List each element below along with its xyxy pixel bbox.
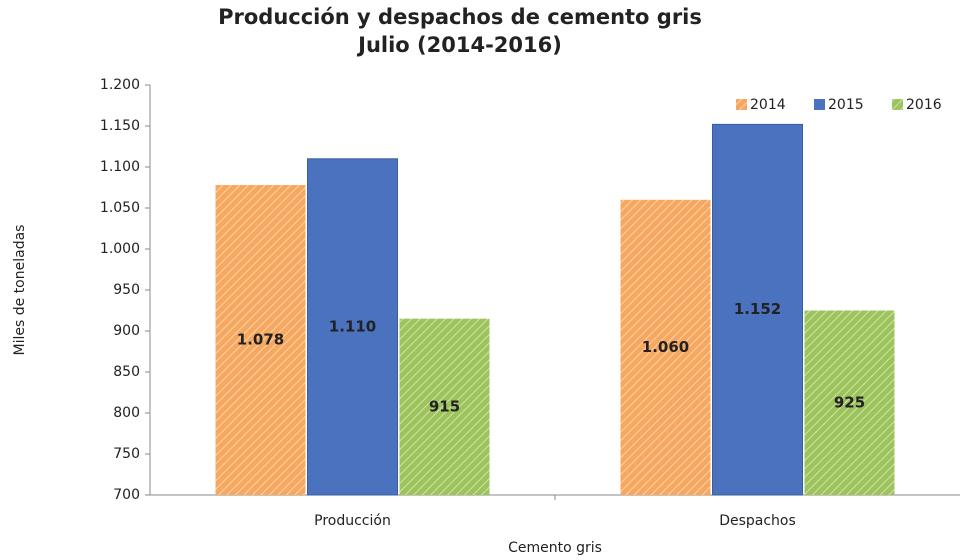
y-tick-label: 1.100 — [100, 159, 140, 175]
y-tick-label: 700 — [113, 487, 140, 503]
y-tick-label: 900 — [113, 323, 140, 339]
legend-swatch — [736, 99, 747, 110]
chart-subtitle: Julio (2014-2016) — [356, 33, 562, 57]
bar — [620, 199, 711, 496]
value-label: 1.060 — [642, 338, 689, 356]
value-label: 915 — [429, 397, 460, 415]
y-tick-label: 1.000 — [100, 241, 140, 257]
value-label: 925 — [834, 393, 865, 411]
bar — [399, 318, 490, 495]
bar — [215, 185, 306, 496]
legend-swatch — [892, 99, 903, 110]
legend-label: 2016 — [906, 97, 942, 113]
y-axis-label: Miles de toneladas — [12, 225, 28, 356]
chart-title: Producción y despachos de cemento gris — [218, 5, 702, 29]
y-tick-label: 1.150 — [100, 118, 140, 134]
x-axis-label: Cemento gris — [508, 540, 602, 556]
value-label: 1.110 — [329, 317, 376, 335]
y-tick-label: 1.200 — [100, 77, 140, 93]
bar — [712, 123, 803, 496]
y-tick-label: 850 — [113, 364, 140, 380]
y-tick-label: 800 — [113, 405, 140, 421]
y-tick-label: 750 — [113, 446, 140, 462]
bar — [804, 310, 895, 495]
bar — [307, 158, 398, 496]
value-label: 1.078 — [237, 331, 284, 349]
x-tick-label: Producción — [314, 513, 391, 529]
value-label: 1.152 — [734, 300, 781, 318]
legend-label: 2014 — [750, 97, 786, 113]
legend-swatch — [814, 99, 825, 110]
x-tick-label: Despachos — [719, 513, 796, 529]
y-tick-label: 1.050 — [100, 200, 140, 216]
y-tick-label: 950 — [113, 282, 140, 298]
legend-label: 2015 — [828, 97, 864, 113]
